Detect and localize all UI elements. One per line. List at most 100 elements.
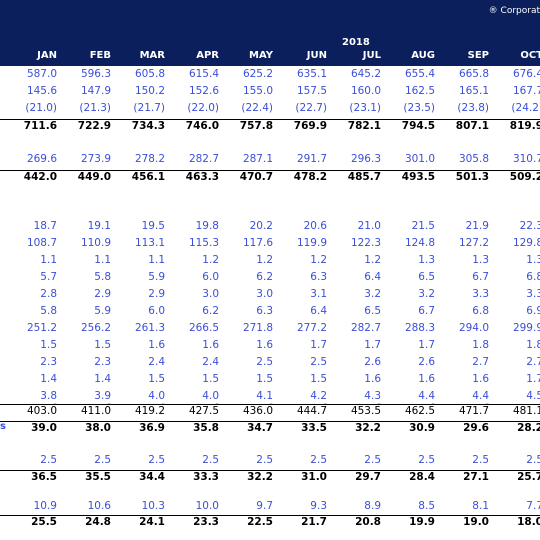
table-cell[interactable]: 19.0 <box>463 516 489 528</box>
table-cell[interactable]: 3.0 <box>202 288 219 300</box>
table-cell[interactable]: 34.4 <box>139 471 165 483</box>
table-cell[interactable]: 4.2 <box>310 390 327 402</box>
table-cell[interactable]: 3.1 <box>310 288 327 300</box>
table-cell[interactable]: 32.2 <box>247 471 273 483</box>
table-cell[interactable]: 25.7 <box>517 471 540 483</box>
table-cell[interactable]: 2.9 <box>94 288 111 300</box>
table-cell[interactable]: 605.8 <box>134 68 165 80</box>
table-cell[interactable]: 1.5 <box>40 339 57 351</box>
table-cell[interactable]: 20.8 <box>355 516 381 528</box>
table-cell[interactable]: 1.2 <box>364 254 381 266</box>
table-cell[interactable]: 28.2 <box>517 422 540 434</box>
table-cell[interactable]: 1.5 <box>148 373 165 385</box>
table-cell[interactable]: 1.1 <box>40 254 57 266</box>
table-cell[interactable]: 8.9 <box>364 500 381 512</box>
table-cell[interactable]: 124.8 <box>404 237 435 249</box>
table-cell[interactable]: 261.3 <box>134 322 165 334</box>
table-cell[interactable]: 6.2 <box>256 271 273 283</box>
table-cell[interactable]: 5.7 <box>40 271 57 283</box>
table-cell[interactable]: 587.0 <box>26 68 57 80</box>
table-cell[interactable]: 35.5 <box>85 471 111 483</box>
table-cell[interactable]: 501.3 <box>455 171 489 183</box>
table-cell[interactable]: 734.3 <box>131 120 165 132</box>
table-cell[interactable]: 21.9 <box>465 220 489 232</box>
table-cell[interactable]: 9.3 <box>310 500 327 512</box>
table-cell[interactable]: 160.0 <box>350 85 381 97</box>
table-cell[interactable]: 9.7 <box>256 500 273 512</box>
table-cell[interactable]: 278.2 <box>134 153 165 165</box>
table-cell[interactable]: 1.7 <box>364 339 381 351</box>
table-cell[interactable]: 2.8 <box>40 288 57 300</box>
table-cell[interactable]: (22.7) <box>295 102 327 114</box>
table-cell[interactable]: 2.6 <box>418 356 435 368</box>
table-cell[interactable]: 36.5 <box>31 471 57 483</box>
table-cell[interactable]: 21.5 <box>411 220 435 232</box>
table-cell[interactable]: 1.7 <box>310 339 327 351</box>
table-cell[interactable]: 4.3 <box>364 390 381 402</box>
table-cell[interactable]: 794.5 <box>401 120 435 132</box>
table-cell[interactable]: 5.9 <box>94 305 111 317</box>
table-cell[interactable]: 6.4 <box>310 305 327 317</box>
table-cell[interactable]: 296.3 <box>350 153 381 165</box>
table-cell[interactable]: 8.5 <box>418 500 435 512</box>
table-cell[interactable]: 2.5 <box>418 454 435 466</box>
table-cell[interactable]: 21.7 <box>301 516 327 528</box>
table-cell[interactable]: 273.9 <box>80 153 111 165</box>
table-cell[interactable]: 2.3 <box>40 356 57 368</box>
table-cell[interactable]: 3.9 <box>94 390 111 402</box>
table-cell[interactable]: 147.9 <box>80 85 111 97</box>
table-cell[interactable]: 1.5 <box>94 339 111 351</box>
table-cell[interactable]: 676.4 <box>512 68 540 80</box>
table-cell[interactable]: 6.0 <box>148 305 165 317</box>
table-cell[interactable]: 6.5 <box>418 271 435 283</box>
table-cell[interactable]: 167.7 <box>512 85 540 97</box>
table-cell[interactable]: 6.7 <box>418 305 435 317</box>
table-cell[interactable]: 119.9 <box>296 237 327 249</box>
table-cell[interactable]: 2.6 <box>364 356 381 368</box>
table-cell[interactable]: 2.4 <box>148 356 165 368</box>
table-cell[interactable]: 6.0 <box>202 271 219 283</box>
table-cell[interactable]: 127.2 <box>458 237 489 249</box>
table-cell[interactable]: 1.7 <box>418 339 435 351</box>
table-cell[interactable]: 6.3 <box>310 271 327 283</box>
table-cell[interactable]: 470.7 <box>239 171 273 183</box>
table-cell[interactable]: 288.3 <box>404 322 435 334</box>
table-cell[interactable]: 299.9 <box>512 322 540 334</box>
table-cell[interactable]: 19.8 <box>195 220 219 232</box>
table-cell[interactable]: 471.7 <box>458 405 489 417</box>
table-cell[interactable]: 2.5 <box>310 356 327 368</box>
table-cell[interactable]: (22.0) <box>187 102 219 114</box>
table-cell[interactable]: 1.8 <box>472 339 489 351</box>
table-cell[interactable]: 819.9 <box>509 120 540 132</box>
table-cell[interactable]: 453.5 <box>350 405 381 417</box>
table-cell[interactable]: 31.0 <box>301 471 327 483</box>
table-cell[interactable]: 645.2 <box>350 68 381 80</box>
table-cell[interactable]: 485.7 <box>347 171 381 183</box>
table-cell[interactable]: 2.5 <box>472 454 489 466</box>
table-cell[interactable]: 2.4 <box>202 356 219 368</box>
table-cell[interactable]: 6.4 <box>364 271 381 283</box>
table-cell[interactable]: 1.3 <box>472 254 489 266</box>
table-cell[interactable]: 2.7 <box>472 356 489 368</box>
table-cell[interactable]: 1.6 <box>202 339 219 351</box>
table-cell[interactable]: 32.2 <box>355 422 381 434</box>
table-cell[interactable]: 3.2 <box>418 288 435 300</box>
table-cell[interactable]: 711.6 <box>23 120 57 132</box>
table-cell[interactable]: 5.8 <box>94 271 111 283</box>
table-cell[interactable]: 162.5 <box>404 85 435 97</box>
table-cell[interactable]: 2.5 <box>256 454 273 466</box>
table-cell[interactable]: 157.5 <box>296 85 327 97</box>
table-cell[interactable]: 6.5 <box>364 305 381 317</box>
table-cell[interactable]: 33.3 <box>193 471 219 483</box>
table-cell[interactable]: 34.7 <box>247 422 273 434</box>
table-cell[interactable]: 269.6 <box>26 153 57 165</box>
table-cell[interactable]: 1.3 <box>418 254 435 266</box>
table-cell[interactable]: 155.0 <box>242 85 273 97</box>
table-cell[interactable]: 2.7 <box>526 356 540 368</box>
table-cell[interactable]: 1.4 <box>94 373 111 385</box>
table-cell[interactable]: 1.5 <box>202 373 219 385</box>
table-cell[interactable]: 30.9 <box>409 422 435 434</box>
table-cell[interactable]: 456.1 <box>131 171 165 183</box>
table-cell[interactable]: 6.7 <box>472 271 489 283</box>
table-cell[interactable]: 462.5 <box>404 405 435 417</box>
